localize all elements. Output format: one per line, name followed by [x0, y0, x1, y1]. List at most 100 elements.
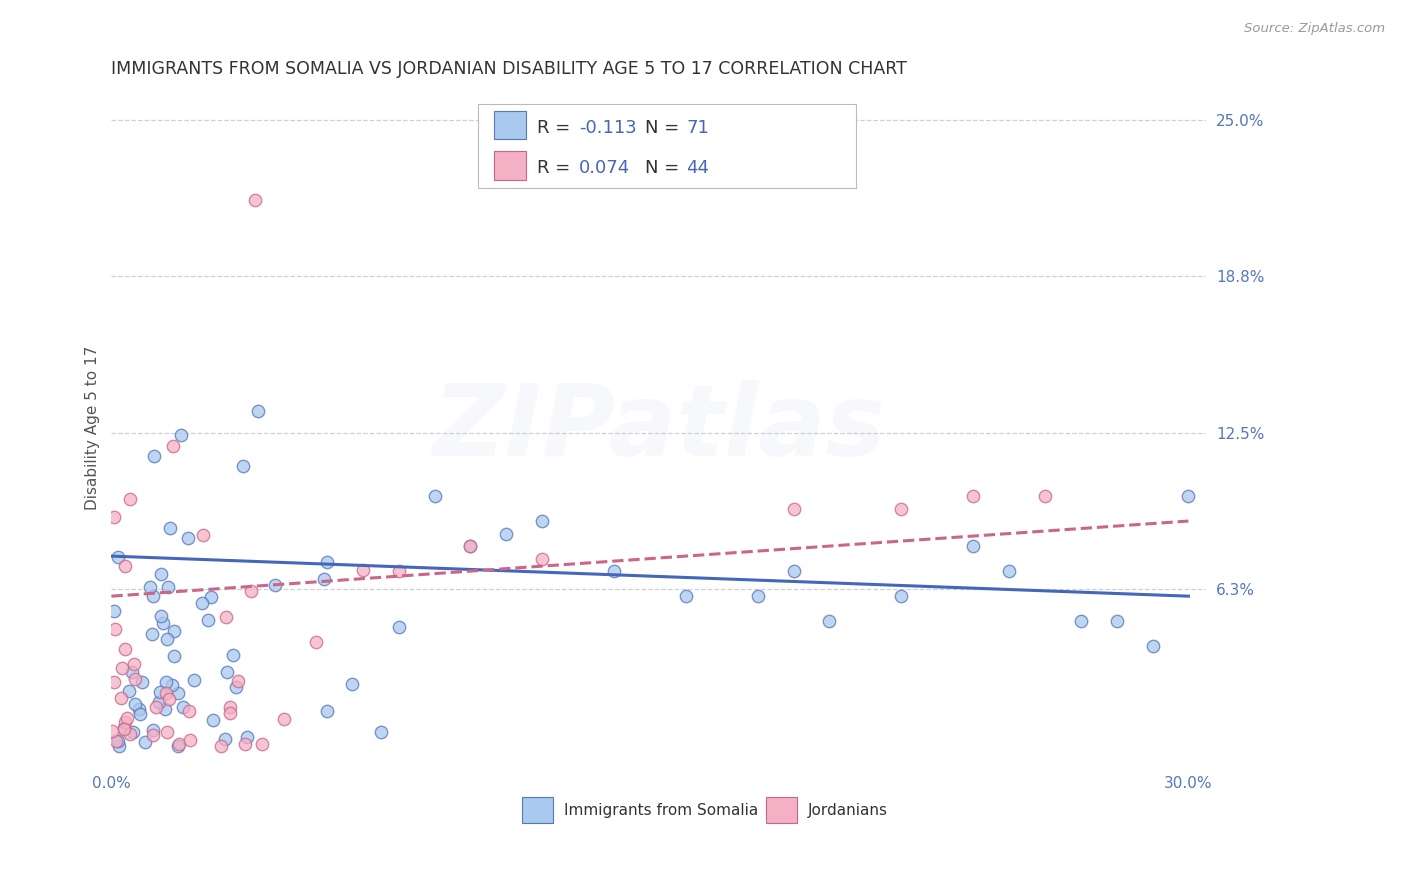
- Point: [143, 449, 166, 463]
- Point: [156, 725, 179, 739]
- Point: [423, 489, 446, 503]
- Point: [115, 711, 138, 725]
- Point: [110, 690, 132, 705]
- Point: [246, 403, 269, 417]
- Point: [101, 724, 124, 739]
- FancyBboxPatch shape: [522, 797, 553, 822]
- Point: [495, 526, 517, 541]
- Point: [110, 661, 132, 675]
- Text: N =: N =: [645, 119, 685, 136]
- Point: [150, 566, 173, 581]
- Point: [531, 551, 554, 566]
- Point: [218, 700, 240, 714]
- Point: [388, 564, 411, 578]
- Text: 71: 71: [686, 119, 709, 136]
- Point: [134, 735, 156, 749]
- Point: [675, 589, 697, 603]
- Point: [114, 715, 136, 730]
- Point: [145, 700, 167, 714]
- Text: Jordanians: Jordanians: [808, 803, 887, 818]
- Point: [240, 583, 263, 598]
- Point: [128, 702, 150, 716]
- Point: [162, 439, 184, 453]
- Text: N =: N =: [645, 160, 685, 178]
- Point: [236, 730, 259, 744]
- Point: [124, 657, 146, 671]
- Point: [103, 674, 125, 689]
- Text: ZIPatlas: ZIPatlas: [432, 380, 886, 477]
- Point: [162, 649, 184, 664]
- Point: [167, 738, 190, 752]
- Point: [142, 728, 165, 742]
- Point: [1177, 489, 1199, 503]
- Point: [962, 489, 984, 503]
- Point: [131, 675, 153, 690]
- Point: [782, 501, 804, 516]
- Point: [209, 739, 232, 753]
- Point: [179, 733, 201, 747]
- Point: [112, 721, 135, 735]
- Text: Source: ZipAtlas.com: Source: ZipAtlas.com: [1244, 22, 1385, 36]
- Point: [352, 563, 374, 577]
- Point: [890, 501, 912, 516]
- Point: [190, 596, 212, 610]
- Text: 44: 44: [686, 160, 709, 178]
- Point: [118, 491, 141, 506]
- Point: [243, 194, 266, 208]
- Point: [818, 614, 841, 628]
- Text: Immigrants from Somalia: Immigrants from Somalia: [564, 803, 758, 818]
- Point: [1033, 489, 1056, 503]
- Point: [998, 564, 1021, 578]
- Point: [103, 604, 125, 618]
- FancyBboxPatch shape: [478, 103, 856, 188]
- Point: [340, 677, 363, 691]
- Point: [170, 427, 193, 442]
- Point: [152, 615, 174, 630]
- Point: [139, 580, 162, 594]
- Point: [962, 539, 984, 553]
- Point: [129, 706, 152, 721]
- Point: [200, 590, 222, 604]
- Point: [120, 727, 142, 741]
- Point: [222, 648, 245, 662]
- Point: [215, 610, 238, 624]
- Point: [215, 665, 238, 679]
- Point: [107, 550, 129, 565]
- Point: [191, 527, 214, 541]
- Point: [155, 674, 177, 689]
- Point: [103, 510, 125, 524]
- Point: [388, 620, 411, 634]
- Point: [148, 695, 170, 709]
- Point: [142, 723, 165, 738]
- Point: [167, 686, 190, 700]
- Point: [315, 704, 337, 718]
- Point: [148, 685, 170, 699]
- Point: [312, 572, 335, 586]
- Point: [370, 724, 392, 739]
- Point: [1105, 614, 1128, 628]
- Text: IMMIGRANTS FROM SOMALIA VS JORDANIAN DISABILITY AGE 5 TO 17 CORRELATION CHART: IMMIGRANTS FROM SOMALIA VS JORDANIAN DIS…: [111, 60, 907, 78]
- Point: [177, 704, 200, 718]
- Point: [114, 641, 136, 656]
- Point: [114, 558, 136, 573]
- Point: [250, 737, 273, 751]
- Point: [460, 539, 482, 553]
- Point: [155, 632, 177, 646]
- Point: [157, 692, 180, 706]
- Point: [124, 698, 146, 712]
- Point: [142, 589, 165, 603]
- Point: [226, 674, 249, 689]
- Point: [218, 706, 240, 720]
- Text: 0.074: 0.074: [579, 160, 630, 178]
- Point: [202, 713, 225, 727]
- Text: R =: R =: [537, 160, 576, 178]
- Point: [235, 737, 257, 751]
- Point: [460, 539, 482, 553]
- Point: [160, 677, 183, 691]
- Point: [112, 722, 135, 736]
- Point: [273, 712, 295, 726]
- Point: [225, 680, 247, 694]
- FancyBboxPatch shape: [766, 797, 797, 822]
- Point: [104, 733, 127, 747]
- Y-axis label: Disability Age 5 to 17: Disability Age 5 to 17: [86, 346, 100, 510]
